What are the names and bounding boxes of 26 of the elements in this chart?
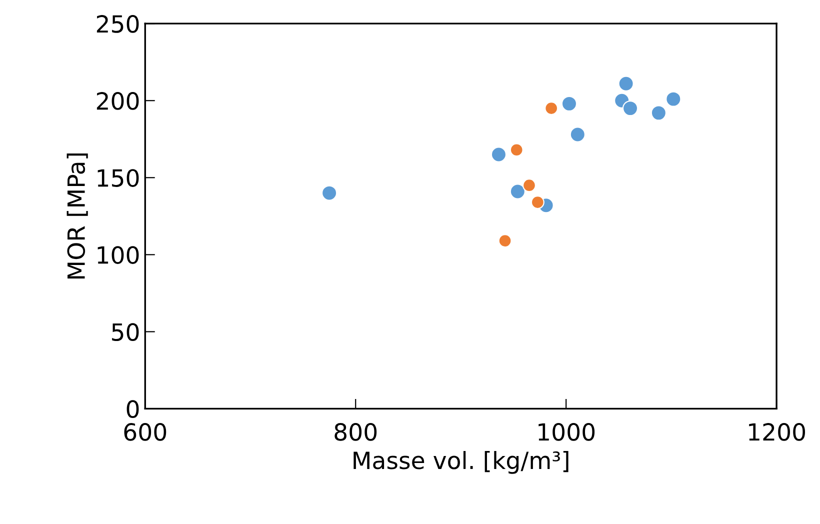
point xyxy=(650,105,667,121)
point xyxy=(490,146,507,162)
point xyxy=(510,143,524,157)
x-tick-label: 800 xyxy=(334,423,377,441)
point xyxy=(544,102,558,116)
point xyxy=(618,76,634,92)
y-tick-label: 200 xyxy=(96,92,139,110)
point xyxy=(510,184,526,200)
y-tick-label: 0 xyxy=(126,400,139,418)
y-tick-label: 50 xyxy=(112,323,139,341)
point xyxy=(321,185,338,201)
point xyxy=(561,96,578,112)
x-axis-title: Masse vol. [kg/m³] xyxy=(354,451,568,474)
point xyxy=(622,100,638,116)
point xyxy=(530,196,544,210)
point xyxy=(498,234,512,248)
x-tick-label: 1000 xyxy=(538,423,595,441)
y-tick-label: 250 xyxy=(96,15,139,33)
x-tick-label: 600 xyxy=(124,423,166,441)
point xyxy=(570,126,586,142)
y-tick-label: 150 xyxy=(98,169,139,187)
x-tick-label: 1200 xyxy=(749,423,806,441)
point xyxy=(666,91,682,107)
point xyxy=(522,178,536,192)
y-axis-title: MOR [MPa] xyxy=(66,154,88,278)
y-tick-label: 100 xyxy=(98,246,139,264)
